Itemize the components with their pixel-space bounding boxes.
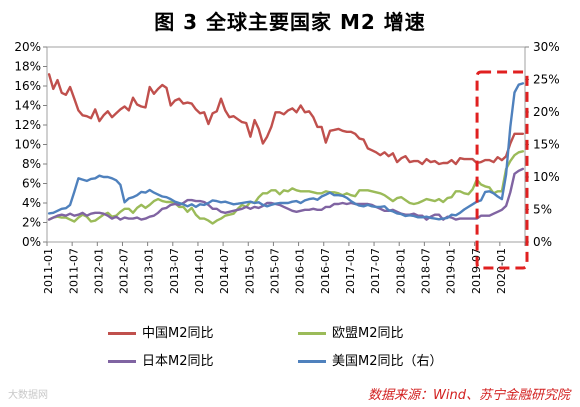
x-axis: 2011-01 2011-07 2012-01 2012-07 2013-01 2013-… [42, 242, 526, 294]
right-tick-label: 30% [533, 40, 560, 54]
series-line-china [47, 73, 525, 166]
x-tick-label: 2014-07 [218, 248, 231, 294]
left-tick-label: 0% [22, 235, 41, 249]
x-tick-label: 2016-01 [294, 248, 307, 294]
left-tick-label: 18% [14, 60, 41, 74]
x-tick-label: 2018-01 [394, 248, 407, 294]
legend-label-japan: 日本M2同比 [142, 354, 214, 369]
highlight-box [475, 70, 529, 270]
legend-swatch-eu [298, 332, 326, 335]
right-tick-label: 10% [533, 170, 560, 184]
x-tick-label: 2013-07 [168, 248, 181, 294]
legend-item-us: 美国M2同比（右） [298, 350, 443, 369]
x-tick-label: 2016-07 [319, 248, 332, 294]
legend-label-eu: 欧盟M2同比 [332, 326, 404, 341]
right-tick-label: 0% [533, 235, 552, 249]
legend-label-china: 中国M2同比 [142, 326, 214, 341]
legend-item-eu: 欧盟M2同比 [298, 322, 404, 341]
x-tick-label: 2013-01 [143, 248, 156, 294]
series-line-us [47, 82, 525, 221]
chart-title: 图 3 全球主要国家 M2 增速 [154, 10, 426, 34]
right-axis: 0% 5% 10% 15% 20% 25% 30% [525, 40, 560, 249]
legend-label-us: 美国M2同比（右） [332, 354, 443, 369]
right-tick-label: 20% [533, 105, 560, 119]
x-tick-label: 2019-01 [445, 248, 458, 294]
x-tick-label: 2012-07 [118, 248, 131, 294]
right-tick-label: 5% [533, 203, 552, 217]
left-tick-label: 16% [14, 79, 41, 93]
left-tick-label: 2% [22, 216, 41, 230]
x-tick-label: 2020-01 [495, 248, 508, 294]
watermark: 大数据网 [8, 390, 48, 401]
left-tick-label: 8% [22, 157, 41, 171]
x-tick-label: 2015-07 [269, 248, 282, 294]
left-tick-label: 12% [14, 118, 41, 132]
legend-swatch-china [108, 332, 136, 335]
x-tick-label: 2011-01 [42, 248, 55, 294]
left-tick-label: 6% [22, 177, 41, 191]
x-tick-label: 2011-07 [67, 248, 80, 294]
source-note: 数据来源：Wind、苏宁金融研究院 [368, 388, 570, 403]
x-tick-label: 2017-07 [369, 248, 382, 294]
legend-item-china: 中国M2同比 [108, 322, 214, 341]
left-tick-label: 10% [14, 138, 41, 152]
left-tick-label: 4% [22, 196, 41, 210]
legend-swatch-japan [108, 360, 136, 363]
x-tick-label: 2015-01 [243, 248, 256, 294]
legend-swatch-us [298, 360, 326, 363]
x-tick-label: 2018-07 [419, 248, 432, 294]
legend-item-japan: 日本M2同比 [108, 350, 214, 369]
left-tick-label: 20% [14, 40, 41, 54]
x-tick-label: 2014-01 [193, 248, 206, 294]
series-line-eu [47, 150, 525, 225]
right-tick-label: 25% [533, 73, 560, 87]
left-axis: 0% 2% 4% 6% 8% 10% 12% 14% 16% 18% 20% [14, 40, 47, 249]
left-tick-label: 14% [14, 99, 41, 113]
series-lines [47, 73, 525, 225]
x-tick-label: 2019-07 [470, 248, 483, 294]
right-tick-label: 15% [533, 138, 560, 152]
x-tick-label: 2012-01 [92, 248, 105, 294]
x-tick-label: 2017-01 [344, 248, 357, 294]
